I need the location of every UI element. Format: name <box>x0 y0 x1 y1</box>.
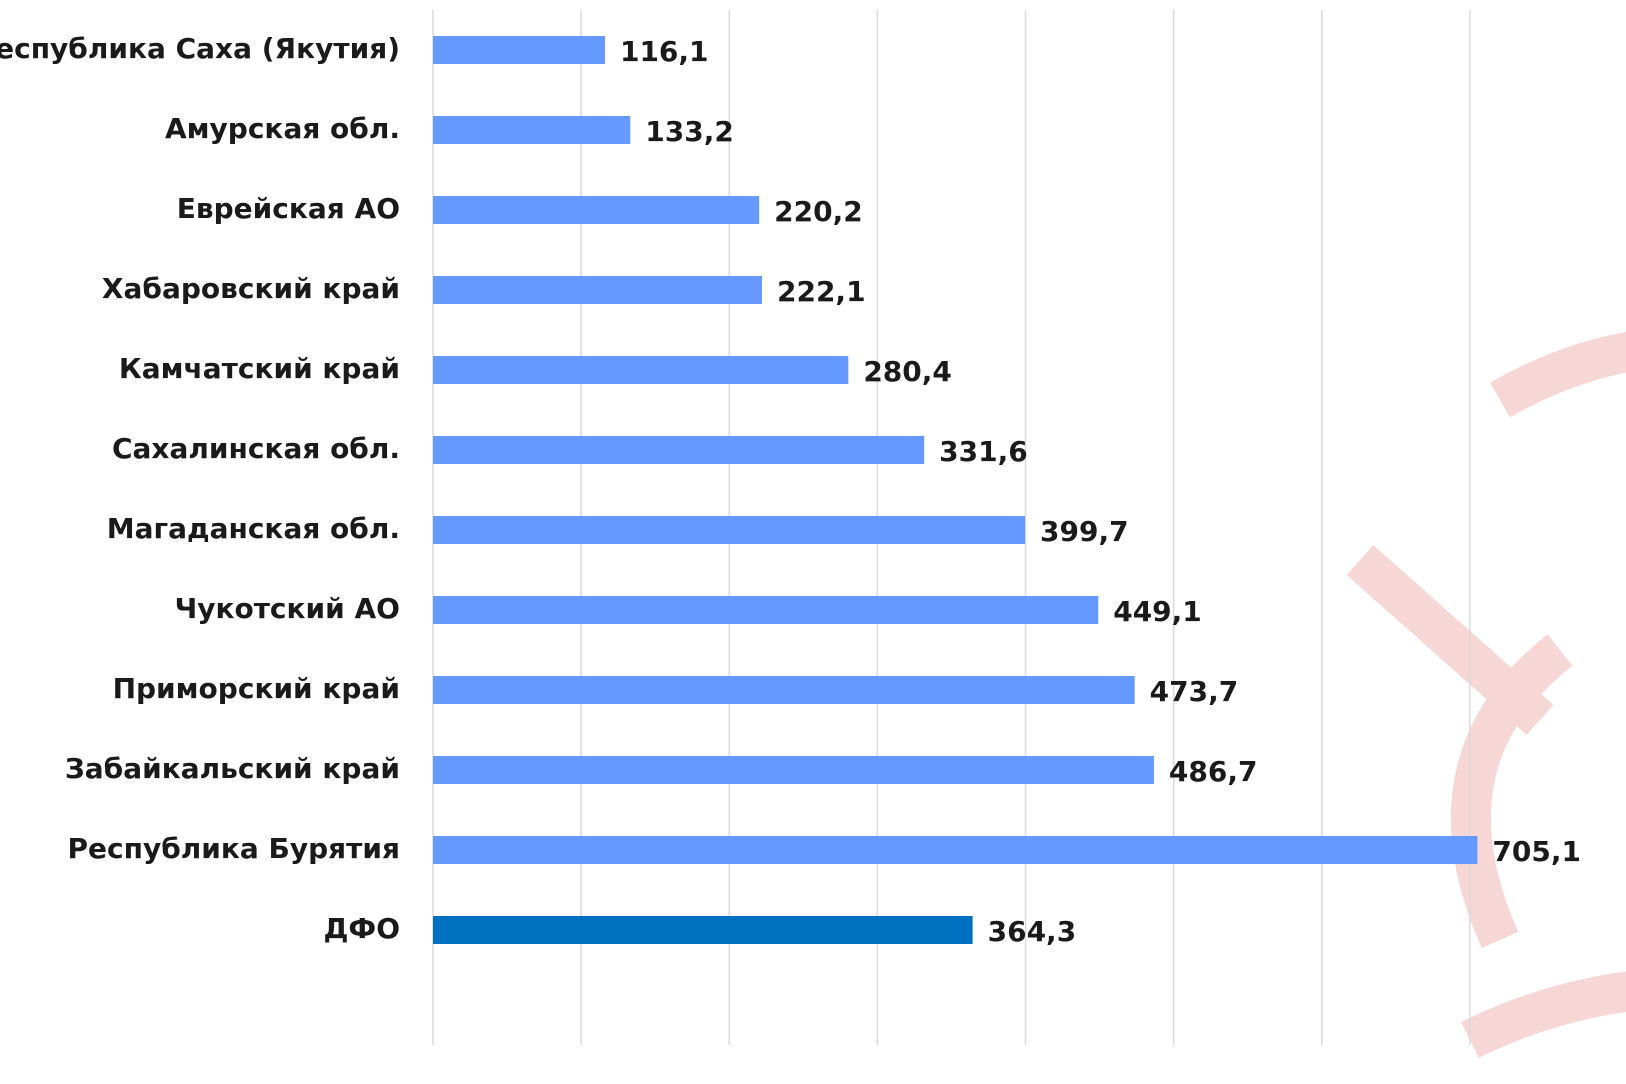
value-label: 222,1 <box>777 275 866 308</box>
category-label: Приморский край <box>113 672 400 705</box>
value-label: 364,3 <box>988 915 1077 948</box>
bar <box>433 116 631 144</box>
bar <box>433 756 1154 784</box>
value-label: 116,1 <box>620 35 709 68</box>
value-label: 449,1 <box>1113 595 1202 628</box>
category-label: Республика Бурятия <box>68 832 400 865</box>
background-decoration <box>1346 332 1626 1058</box>
bar <box>433 36 605 64</box>
bar <box>433 436 925 464</box>
value-label: 133,2 <box>645 115 734 148</box>
category-label: Сахалинская обл. <box>112 432 400 465</box>
value-label: 331,6 <box>939 435 1028 468</box>
value-label: 486,7 <box>1169 755 1258 788</box>
bar <box>433 276 762 304</box>
bar <box>433 356 849 384</box>
category-label: ДФО <box>323 912 400 945</box>
bar <box>433 196 760 224</box>
category-label: Камчатский край <box>119 352 400 385</box>
category-label: Хабаровский край <box>102 272 400 305</box>
category-label: Забайкальский край <box>65 752 400 785</box>
bar <box>433 916 973 944</box>
bar <box>433 596 1099 624</box>
value-label: 280,4 <box>863 355 952 388</box>
category-label: Магаданская обл. <box>107 512 400 545</box>
value-label: 220,2 <box>774 195 863 228</box>
bar <box>433 516 1026 544</box>
category-label: Амурская обл. <box>165 112 400 145</box>
value-label: 473,7 <box>1150 675 1239 708</box>
bar <box>433 836 1478 864</box>
category-label: Еврейская АО <box>177 192 400 225</box>
category-label: Республика Саха (Якутия) <box>0 32 400 65</box>
bar <box>433 676 1135 704</box>
category-label: Чукотский АО <box>175 592 400 625</box>
value-label: 399,7 <box>1040 515 1129 548</box>
value-label: 705,1 <box>1492 835 1581 868</box>
